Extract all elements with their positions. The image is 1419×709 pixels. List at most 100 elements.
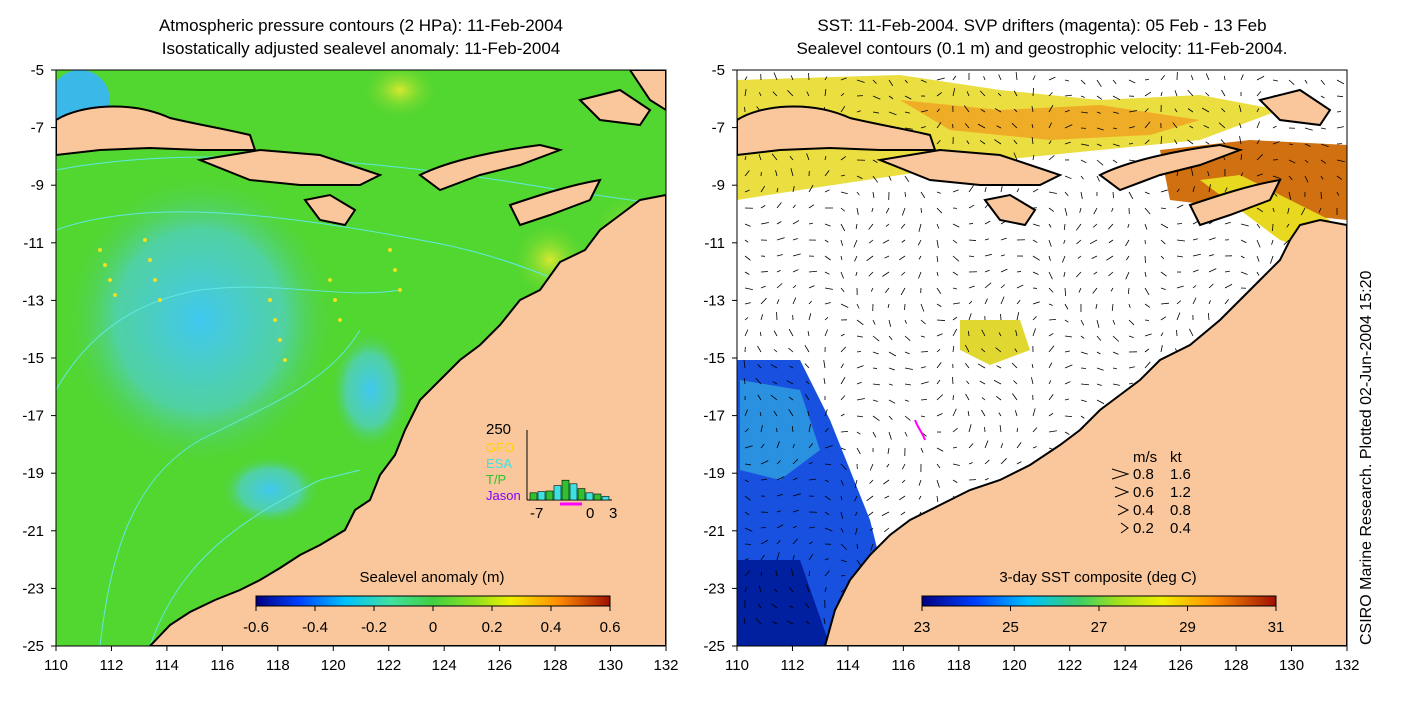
velocity-arrow xyxy=(776,460,781,465)
velocity-arrow xyxy=(968,285,975,289)
velocity-arrow xyxy=(920,351,929,353)
velocity-arrow xyxy=(1240,153,1243,161)
velocity-arrow xyxy=(1111,207,1114,212)
left-lat-tick-label: -7 xyxy=(31,120,44,137)
velocity-arrow xyxy=(868,223,874,230)
velocity-arrow xyxy=(1125,271,1130,280)
velocity-arrow xyxy=(981,348,986,353)
velocity-arrow xyxy=(920,415,925,418)
velocity-arrow xyxy=(774,588,778,593)
inset-histogram-bar xyxy=(569,483,578,501)
inset-histogram-bar xyxy=(593,493,602,501)
velocity-arrow xyxy=(743,378,746,385)
altimeter-inset: 250 GFO ESA T/P Jason -7 0 3 xyxy=(486,421,617,522)
indonesian-islands-right xyxy=(737,88,1332,227)
left-map xyxy=(56,70,666,646)
velocity-arrow xyxy=(968,185,974,193)
velocity-arrow xyxy=(901,239,906,243)
velocity-arrow xyxy=(998,332,1002,337)
velocity-arrow xyxy=(1108,239,1114,244)
velocity-arrow xyxy=(979,380,986,385)
right-lat-tick-label: -15 xyxy=(703,350,725,367)
velocity-arrow xyxy=(1160,316,1167,321)
speed-legend-kt-value: 0.8 xyxy=(1170,502,1191,519)
velocity-arrow xyxy=(1064,415,1073,418)
velocity-arrow xyxy=(936,463,941,469)
velocity-arrow xyxy=(808,526,815,529)
velocity-arrow xyxy=(1256,255,1260,262)
velocity-arrow xyxy=(840,479,844,486)
right-lat-tick-label: -9 xyxy=(712,177,725,194)
velocity-arrow xyxy=(776,221,782,225)
right-lat-tick-label: -23 xyxy=(703,580,725,597)
velocity-arrow xyxy=(1095,303,1098,309)
left-lat-tick-label: -21 xyxy=(22,523,44,540)
velocity-arrow xyxy=(1336,95,1344,98)
velocity-arrow xyxy=(1063,271,1066,277)
velocity-arrow xyxy=(1192,186,1195,193)
velocity-arrow xyxy=(1048,122,1052,129)
velocity-arrow xyxy=(1063,239,1066,244)
velocity-arrow xyxy=(881,511,890,517)
velocity-arrow xyxy=(966,91,970,97)
velocity-arrow xyxy=(1208,184,1211,193)
left-lat-tick-label: -17 xyxy=(22,408,44,425)
velocity-arrow xyxy=(855,223,858,229)
velocity-arrow xyxy=(1080,111,1088,114)
velocity-arrow xyxy=(776,270,781,273)
velocity-arrow xyxy=(1144,333,1152,337)
velocity-arrow xyxy=(808,553,814,561)
velocity-arrow xyxy=(1336,111,1342,113)
velocity-arrow xyxy=(758,92,762,97)
velocity-arrow xyxy=(983,76,986,81)
velocity-arrow xyxy=(1032,301,1040,305)
velocity-arrow xyxy=(965,393,970,401)
velocity-arrow xyxy=(744,156,747,161)
velocity-arrow xyxy=(1048,318,1057,321)
velocity-arrow xyxy=(1190,75,1194,81)
velocity-arrow xyxy=(1096,143,1102,147)
velocity-arrow xyxy=(1128,110,1137,113)
right-title-line1: SST: 11-Feb-2004. SVP drifters (magenta)… xyxy=(817,16,1267,35)
inset-legend-esa: ESA xyxy=(486,456,512,471)
velocity-arrow xyxy=(868,239,874,244)
velocity-arrow xyxy=(1048,287,1054,293)
velocity-arrow xyxy=(1283,239,1290,246)
velocity-arrow xyxy=(840,413,845,417)
velocity-arrow xyxy=(805,620,810,625)
velocity-arrow xyxy=(904,383,911,386)
velocity-arrow xyxy=(856,175,863,179)
velocity-arrow xyxy=(1160,135,1163,145)
velocity-arrow xyxy=(786,380,794,385)
velocity-arrow xyxy=(904,415,911,421)
velocity-arrow xyxy=(936,255,939,262)
left-colorbar-tick-label: 0 xyxy=(429,619,437,636)
velocity-arrow xyxy=(936,479,940,488)
velocity-arrow xyxy=(1272,175,1281,180)
high-anomaly-region-3 xyxy=(360,70,440,120)
velocity-arrow xyxy=(1127,287,1130,295)
left-lat-tick-label: -15 xyxy=(22,350,44,367)
velocity-arrow xyxy=(884,527,890,533)
velocity-arrow xyxy=(998,74,1002,81)
velocity-arrow xyxy=(1128,79,1136,84)
velocity-arrow xyxy=(1016,312,1020,321)
velocity-arrow xyxy=(936,92,943,97)
velocity-arrow xyxy=(773,72,778,81)
velocity-arrow xyxy=(1064,381,1071,385)
velocity-arrow xyxy=(1013,90,1018,97)
inset-histogram-bar xyxy=(577,488,586,501)
velocity-arrow xyxy=(744,527,753,532)
velocity-arrow xyxy=(1192,297,1197,305)
velocity-arrow xyxy=(887,303,890,308)
velocity-arrow xyxy=(787,90,794,97)
velocity-arrow xyxy=(856,207,859,215)
velocity-arrow xyxy=(1048,223,1052,228)
velocity-arrow xyxy=(1048,140,1052,145)
velocity-arrow xyxy=(776,510,781,513)
velocity-arrow xyxy=(788,409,794,417)
velocity-arrow xyxy=(899,495,906,501)
velocity-arrow xyxy=(1203,124,1210,129)
velocity-arrow xyxy=(1256,173,1263,177)
velocity-arrow xyxy=(792,285,797,289)
